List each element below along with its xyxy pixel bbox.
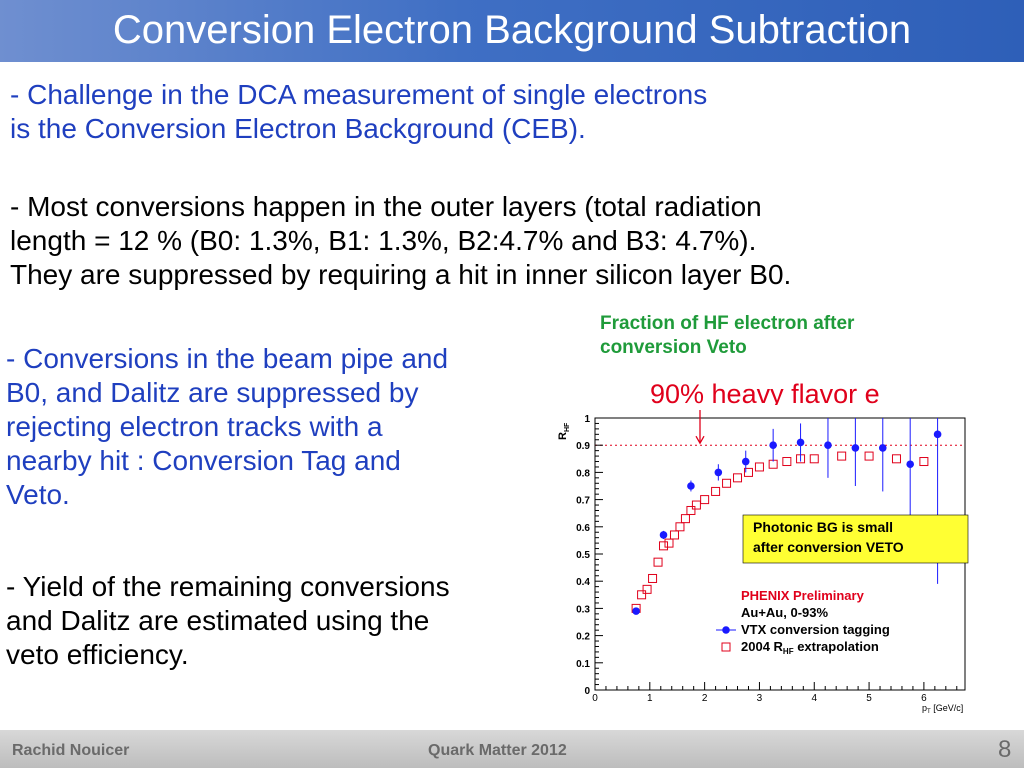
bullet-line: length = 12 % (B0: 1.3%, B1: 1.3%, B2:4.…	[10, 225, 757, 256]
extrapolation-point	[864, 451, 874, 461]
page-number: 8	[998, 736, 1012, 763]
x-tick-label: 6	[921, 693, 927, 704]
y-tick-label: 0.4	[576, 577, 590, 588]
extrapolation-point	[669, 530, 679, 540]
extrapolation-point	[733, 473, 743, 483]
bullet-outer-layers: - Most conversions happen in the outer l…	[10, 190, 791, 292]
rhf-chart: 0 0.1 0.2 0.3 0.4 0.5 0.6 0.7 0.8 0.9 1 0 1 2 3 4 5 6 RHF p…	[550, 405, 975, 720]
callout-box	[742, 514, 969, 564]
extrapolation-point	[680, 514, 690, 524]
y-tick-label: 0.8	[576, 468, 590, 479]
x-tick-label: 4	[811, 693, 817, 704]
legend-header: PHENIX Preliminary	[741, 588, 865, 603]
vtx-data-point	[659, 531, 668, 539]
extrapolation-point	[648, 573, 658, 583]
y-axis-title: RHF	[557, 422, 571, 440]
y-tick-label: 0.9	[576, 441, 590, 452]
extrapolation-point	[691, 500, 701, 510]
y-tick-label: 0	[584, 686, 590, 697]
y-tick-label: 0.6	[576, 523, 590, 534]
hf-fraction-note: Fraction of HF electron after conversion…	[600, 312, 854, 360]
bullet-yield: - Yield of the remaining conversions and…	[6, 570, 450, 672]
vtx-data-point	[933, 430, 942, 439]
title-bar: Conversion Electron Background Subtracti…	[0, 0, 1024, 62]
y-tick-label: 0.2	[576, 632, 590, 643]
x-tick-label: 0	[592, 693, 598, 704]
hf-note-line: conversion Veto	[600, 337, 747, 358]
bullet-line: - Most conversions happen in the outer l…	[10, 191, 762, 222]
x-tick-label: 2	[702, 693, 708, 704]
extrapolation-point	[642, 584, 652, 594]
extrapolation-point	[837, 451, 847, 461]
vtx-data-point	[714, 468, 723, 477]
x-tick-label: 3	[757, 693, 763, 704]
vtx-data-point	[769, 441, 777, 449]
vtx-data-point	[906, 460, 914, 469]
y-tick-label: 0.3	[576, 604, 590, 615]
extrapolation-point	[809, 454, 819, 464]
arrow-head	[695, 435, 705, 445]
y-tick-label: 0.1	[576, 659, 590, 670]
y-tick-label: 0.7	[576, 496, 590, 507]
slide-title: Conversion Electron Background Subtracti…	[112, 8, 912, 52]
extrapolation-point	[659, 541, 669, 551]
heavy-flavor-label: 90% heavy flavor e	[650, 379, 880, 409]
footer-conference: Quark Matter 2012	[428, 742, 567, 759]
bullet-line: rejecting electron tracks with a	[6, 411, 383, 442]
legend-entry-vtx: VTX conversion tagging	[741, 622, 890, 637]
bullet-challenge: - Challenge in the DCA measurement of si…	[10, 78, 707, 146]
bullet-line: veto efficiency.	[6, 639, 189, 670]
vtx-data-point	[741, 457, 750, 466]
legend-extrapolation-marker	[721, 642, 731, 652]
vtx-data-point	[851, 444, 860, 452]
extrapolation-point	[782, 457, 792, 467]
extrapolation-point	[637, 590, 647, 600]
bullet-line: - Challenge in the DCA measurement of si…	[10, 79, 708, 110]
vtx-data-point	[878, 444, 887, 452]
callout-line: Photonic BG is small	[753, 519, 893, 535]
vtx-data-point	[632, 607, 640, 615]
y-tick-label: 0.5	[576, 550, 590, 561]
footer: Rachid Nouicer Quark Matter 2012 8	[0, 730, 1024, 768]
bullet-line: They are suppressed by requiring a hit i…	[10, 259, 792, 290]
legend-subheader: Au+Au, 0-93%	[741, 605, 828, 620]
bullet-line: - Conversions in the beam pipe and	[6, 343, 449, 374]
legend-vtx-marker	[722, 626, 730, 634]
extrapolation-point	[711, 486, 721, 496]
extrapolation-point	[891, 454, 901, 464]
callout-line: after conversion VETO	[753, 539, 904, 555]
extrapolation-point	[722, 478, 732, 488]
footer-author: Rachid Nouicer	[12, 742, 130, 759]
hf-note-line: Fraction of HF electron after	[600, 313, 855, 334]
bullet-beam-pipe: - Conversions in the beam pipe and B0, a…	[6, 342, 448, 512]
legend-entry-extrapolation: 2004 RHF extrapolation	[741, 639, 879, 656]
y-tick-label: 1	[584, 414, 590, 425]
bullet-line: Veto.	[6, 479, 70, 510]
extrapolation-point	[700, 495, 710, 505]
extrapolation-point	[675, 522, 685, 532]
extrapolation-point	[664, 538, 674, 548]
bullet-line: B0, and Dalitz are suppressed by	[6, 377, 419, 408]
bullet-line: and Dalitz are estimated using the	[6, 605, 430, 636]
x-axis-title: pT [GeV/c]	[922, 703, 963, 715]
extrapolation-point	[653, 557, 663, 567]
bullet-line: - Yield of the remaining conversions	[6, 571, 450, 602]
extrapolation-point	[754, 462, 764, 472]
extrapolation-point	[686, 505, 696, 515]
vtx-data-point	[824, 441, 832, 449]
vtx-data-point	[687, 482, 695, 490]
x-tick-label: 5	[866, 693, 872, 704]
extrapolation-point	[743, 467, 753, 477]
x-tick-label: 1	[647, 693, 653, 704]
extrapolation-point	[919, 457, 929, 467]
vtx-data-point	[796, 438, 805, 447]
bullet-line: nearby hit : Conversion Tag and	[6, 445, 401, 476]
bullet-line: is the Conversion Electron Background (C…	[10, 113, 586, 144]
